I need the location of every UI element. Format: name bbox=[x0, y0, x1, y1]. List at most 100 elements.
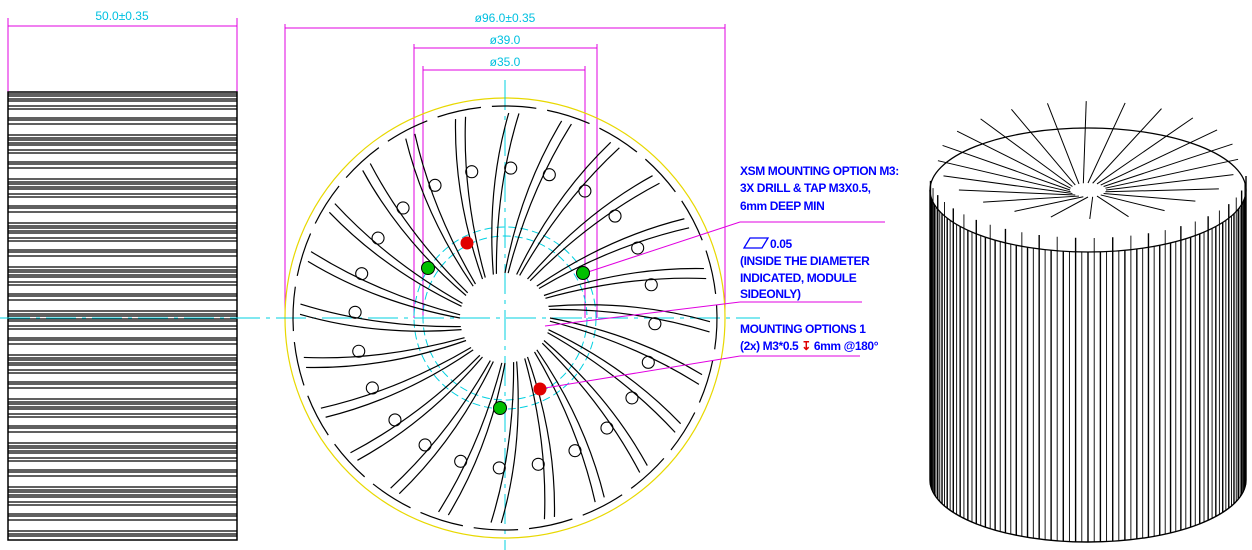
isometric-view bbox=[930, 101, 1246, 542]
mounting-hole bbox=[422, 262, 435, 275]
top-fin bbox=[1105, 189, 1218, 192]
top-fin bbox=[1090, 197, 1093, 219]
fin-cap bbox=[346, 148, 379, 178]
dimension-text: ø39.0 bbox=[490, 33, 521, 47]
top-fin bbox=[1088, 103, 1125, 183]
dimension-text: ø96.0±0.35 bbox=[475, 11, 536, 25]
fin-hook bbox=[372, 232, 384, 244]
fin bbox=[545, 278, 706, 298]
depth-symbol: ↧ bbox=[801, 339, 811, 353]
leader-line bbox=[588, 222, 740, 272]
mounting-hole bbox=[577, 267, 590, 280]
fin-hook bbox=[543, 169, 555, 181]
fin bbox=[492, 113, 509, 274]
fin-hook bbox=[649, 318, 661, 330]
xsm-note: XSM MOUNTING OPTION M3: 3X DRILL & TAP M… bbox=[740, 164, 899, 213]
fin bbox=[335, 204, 463, 304]
top-fin bbox=[1104, 194, 1196, 202]
fin-cap bbox=[474, 528, 518, 530]
side-view bbox=[8, 92, 237, 540]
tolerance: 0.05 bbox=[770, 237, 792, 251]
top-fin bbox=[943, 176, 1072, 194]
fin-cap bbox=[294, 342, 304, 385]
fin bbox=[520, 148, 620, 276]
fin-cap bbox=[529, 519, 572, 529]
fin bbox=[321, 348, 471, 409]
top-fin bbox=[1097, 196, 1129, 217]
mounting-hole bbox=[534, 383, 547, 396]
fin-cap bbox=[293, 287, 295, 331]
flatness-symbol bbox=[744, 238, 768, 248]
top-rim bbox=[930, 128, 1246, 252]
top-fin bbox=[1083, 101, 1086, 183]
top-fin bbox=[938, 161, 1071, 192]
fin-cap bbox=[715, 305, 717, 349]
mounting-note: MOUNTING OPTIONS 1 (2x) M3*0.5 ↧ 6mm @18… bbox=[740, 322, 879, 353]
mounting-hole bbox=[494, 402, 507, 415]
mounting-hole bbox=[461, 237, 474, 250]
fin-cap bbox=[492, 106, 536, 108]
fin-cap bbox=[631, 458, 664, 488]
note-line: MOUNTING OPTIONS 1 bbox=[740, 322, 866, 336]
fin-hook bbox=[466, 166, 478, 178]
fin-cap bbox=[645, 159, 675, 192]
fin-hook bbox=[632, 242, 644, 254]
fin-hook bbox=[389, 414, 401, 426]
fin bbox=[496, 113, 519, 273]
length-dimension: 50.0±0.35 bbox=[8, 9, 237, 92]
drawing-sheet: 50.0±0.35 ø96.0±0.35 ø39.0 ø35.0 bbox=[0, 0, 1252, 550]
note-line: 6mm DEEP MIN bbox=[740, 199, 824, 213]
top-fin bbox=[943, 145, 1070, 190]
top-fin bbox=[959, 190, 1075, 195]
fin-hook bbox=[429, 179, 441, 191]
fin bbox=[465, 117, 485, 278]
fin-cap bbox=[335, 444, 365, 477]
fin bbox=[525, 358, 545, 519]
spec-suffix: 6mm @180° bbox=[814, 339, 879, 353]
fin-cap bbox=[583, 495, 622, 516]
note-line: (2x) M3*0.5 ↧ 6mm @180° bbox=[740, 339, 879, 353]
top-fin bbox=[1097, 118, 1193, 184]
dimension-text: ø35.0 bbox=[490, 55, 521, 69]
note-line: SIDEONLY) bbox=[740, 287, 801, 301]
fin-hook bbox=[349, 306, 361, 318]
fin-hook bbox=[493, 462, 505, 474]
note-line: XSM MOUNTING OPTION M3: bbox=[740, 164, 899, 178]
fin-cap bbox=[706, 251, 716, 294]
leader-line bbox=[545, 302, 740, 326]
fin-hook bbox=[532, 458, 544, 470]
fin bbox=[548, 333, 676, 433]
fin-hook bbox=[569, 445, 581, 457]
fin-hook bbox=[609, 210, 621, 222]
fin bbox=[549, 309, 709, 332]
fin-hook bbox=[353, 345, 365, 357]
fin-hook bbox=[356, 268, 368, 280]
fin-hook bbox=[626, 392, 638, 404]
fin-hook bbox=[505, 162, 517, 174]
fin-hook bbox=[366, 382, 378, 394]
note-line: INDICATED, MODULE bbox=[740, 271, 857, 285]
top-fin bbox=[1014, 197, 1083, 212]
fin-cap bbox=[388, 121, 427, 142]
fin-hook bbox=[645, 279, 657, 291]
note-line: 3X DRILL & TAP M3X0.5, bbox=[740, 181, 871, 195]
fin-hook bbox=[455, 455, 467, 467]
fin bbox=[304, 338, 465, 358]
fin-hook bbox=[642, 356, 654, 368]
fin-cap bbox=[682, 201, 703, 240]
dimension-text: 50.0±0.35 bbox=[95, 9, 149, 23]
flatness-note: 0.05 (INSIDE THE DIAMETER INDICATED, MOD… bbox=[740, 237, 870, 301]
note-line: (INSIDE THE DIAMETER bbox=[740, 254, 870, 268]
fin bbox=[491, 362, 514, 522]
fin bbox=[391, 361, 491, 489]
fin-hook bbox=[419, 439, 431, 451]
top-fin bbox=[1106, 175, 1233, 190]
fin bbox=[501, 361, 518, 522]
spec-prefix: (2x) M3*0.5 bbox=[740, 339, 799, 353]
fin bbox=[548, 305, 709, 322]
top-fin bbox=[1011, 109, 1075, 185]
fin bbox=[300, 304, 460, 327]
fin-hook bbox=[397, 202, 409, 214]
fin-cap bbox=[308, 396, 329, 435]
fin bbox=[300, 314, 461, 331]
